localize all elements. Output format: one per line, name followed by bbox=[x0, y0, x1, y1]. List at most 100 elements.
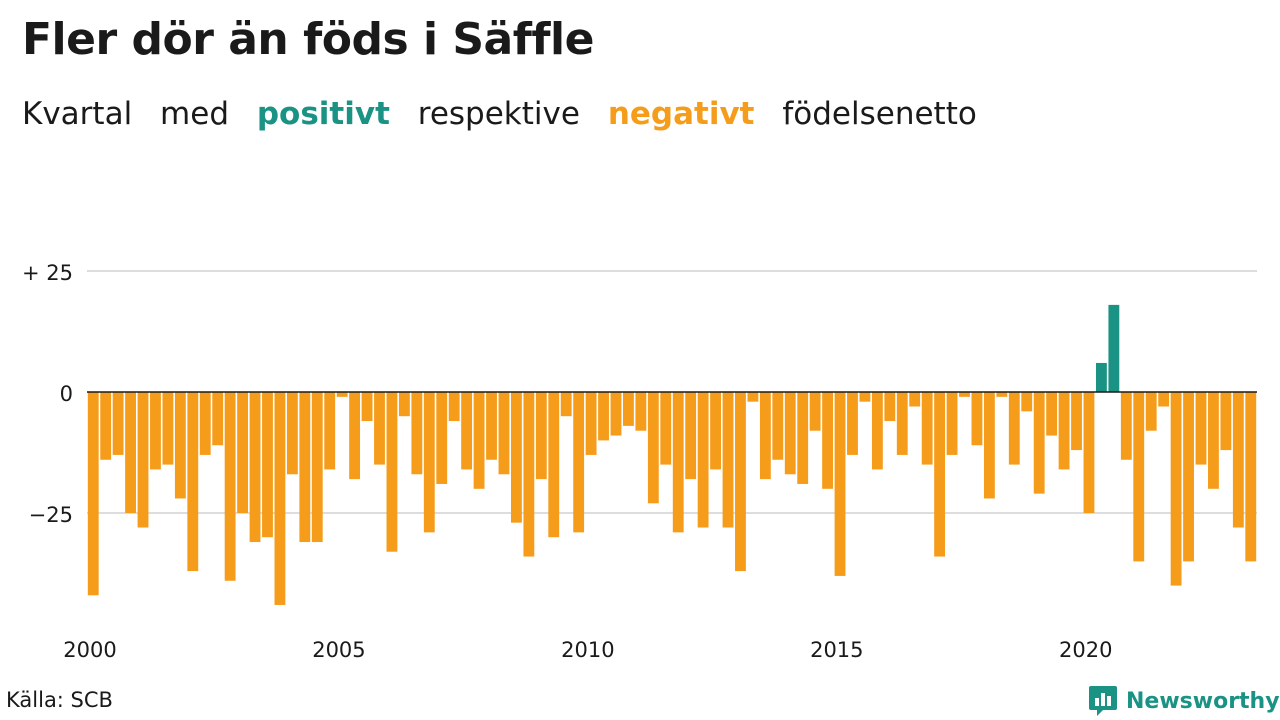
bar bbox=[374, 392, 385, 465]
bar bbox=[212, 392, 224, 446]
bar bbox=[324, 392, 336, 470]
bar bbox=[759, 392, 771, 480]
bar bbox=[859, 392, 871, 402]
bar bbox=[610, 392, 622, 436]
x-tick-label: 2010 bbox=[561, 638, 614, 662]
bar bbox=[585, 392, 597, 455]
bar bbox=[983, 392, 995, 499]
bar bbox=[1170, 392, 1182, 586]
subtitle-positive-label: positivt bbox=[256, 96, 390, 132]
bar bbox=[386, 392, 398, 552]
bar bbox=[461, 392, 473, 470]
bar bbox=[660, 392, 672, 465]
bar bbox=[722, 392, 734, 528]
bar bbox=[1033, 392, 1045, 494]
bar bbox=[896, 392, 908, 455]
bar bbox=[809, 392, 821, 431]
subtitle-negative-label: negativt bbox=[607, 96, 755, 132]
bar bbox=[100, 392, 112, 460]
bar bbox=[784, 392, 796, 475]
bar bbox=[548, 392, 560, 538]
bar bbox=[1208, 392, 1219, 489]
bar bbox=[1245, 392, 1257, 562]
subtitle-word: med bbox=[160, 96, 229, 132]
bar bbox=[125, 392, 136, 513]
bar bbox=[697, 392, 709, 528]
bar bbox=[647, 392, 659, 504]
bar bbox=[1071, 392, 1082, 451]
subtitle-word: respektive bbox=[417, 96, 580, 132]
bar bbox=[822, 392, 834, 489]
bar bbox=[921, 392, 933, 465]
bar bbox=[1021, 392, 1033, 412]
bar bbox=[510, 392, 522, 523]
bar bbox=[535, 392, 547, 480]
y-tick-label: + 25 bbox=[22, 261, 73, 285]
bar bbox=[710, 392, 721, 470]
bar bbox=[735, 392, 746, 572]
x-tick-label: 2000 bbox=[63, 638, 116, 662]
bar bbox=[361, 392, 373, 422]
bar bbox=[996, 392, 1008, 397]
bar bbox=[498, 392, 510, 475]
bar bbox=[523, 392, 535, 557]
bar bbox=[486, 392, 497, 460]
bar bbox=[672, 392, 684, 533]
bar bbox=[797, 392, 809, 484]
bar bbox=[286, 392, 298, 475]
x-tick-label: 2015 bbox=[810, 638, 863, 662]
x-tick-label: 2005 bbox=[312, 638, 365, 662]
brand-name: Newsworthy bbox=[1126, 688, 1280, 714]
bar bbox=[274, 392, 286, 605]
bar bbox=[336, 392, 348, 397]
bar bbox=[959, 392, 970, 397]
chart-title: Fler dör än föds i Säffle bbox=[22, 14, 594, 65]
bar bbox=[909, 392, 921, 407]
bar bbox=[249, 392, 261, 543]
bar bbox=[162, 392, 174, 465]
bar bbox=[1220, 392, 1232, 451]
bar bbox=[635, 392, 647, 431]
bar bbox=[1145, 392, 1157, 431]
bar bbox=[573, 392, 585, 533]
bar bbox=[1133, 392, 1145, 562]
bar bbox=[934, 392, 946, 557]
y-tick-label: −25 bbox=[29, 503, 73, 527]
bar bbox=[1095, 362, 1107, 392]
brand-logo: Newsworthy bbox=[1088, 684, 1280, 718]
bar bbox=[448, 392, 460, 422]
bar bbox=[150, 392, 161, 470]
bar bbox=[411, 392, 423, 475]
bar bbox=[1183, 392, 1194, 562]
bar bbox=[174, 392, 186, 499]
bar bbox=[847, 392, 858, 455]
bar bbox=[1046, 392, 1058, 436]
bar bbox=[1195, 392, 1207, 465]
bar bbox=[299, 392, 311, 543]
bar bbox=[1008, 392, 1020, 465]
bar bbox=[1058, 392, 1070, 470]
bar bbox=[560, 392, 572, 417]
bar bbox=[199, 392, 211, 455]
bar bbox=[1120, 392, 1132, 460]
bar bbox=[685, 392, 697, 480]
bar bbox=[598, 392, 609, 441]
bar bbox=[349, 392, 361, 480]
source-note: Källa: SCB bbox=[6, 688, 113, 712]
bar bbox=[112, 392, 124, 455]
bar bbox=[971, 392, 983, 446]
bar-chart-speech-bubble-icon bbox=[1089, 686, 1117, 716]
bar bbox=[1083, 392, 1095, 513]
bar bbox=[224, 392, 236, 581]
bar bbox=[747, 392, 759, 402]
bar bbox=[884, 392, 896, 422]
bar bbox=[871, 392, 883, 470]
bar bbox=[1232, 392, 1244, 528]
bar bbox=[311, 392, 323, 543]
bar bbox=[87, 392, 99, 596]
axis-layer: + 25 0 −25 2000 2005 2010 2015 2020 bbox=[22, 261, 1257, 662]
bar bbox=[237, 392, 249, 513]
bar bbox=[262, 392, 273, 538]
x-tick-label: 2020 bbox=[1059, 638, 1112, 662]
